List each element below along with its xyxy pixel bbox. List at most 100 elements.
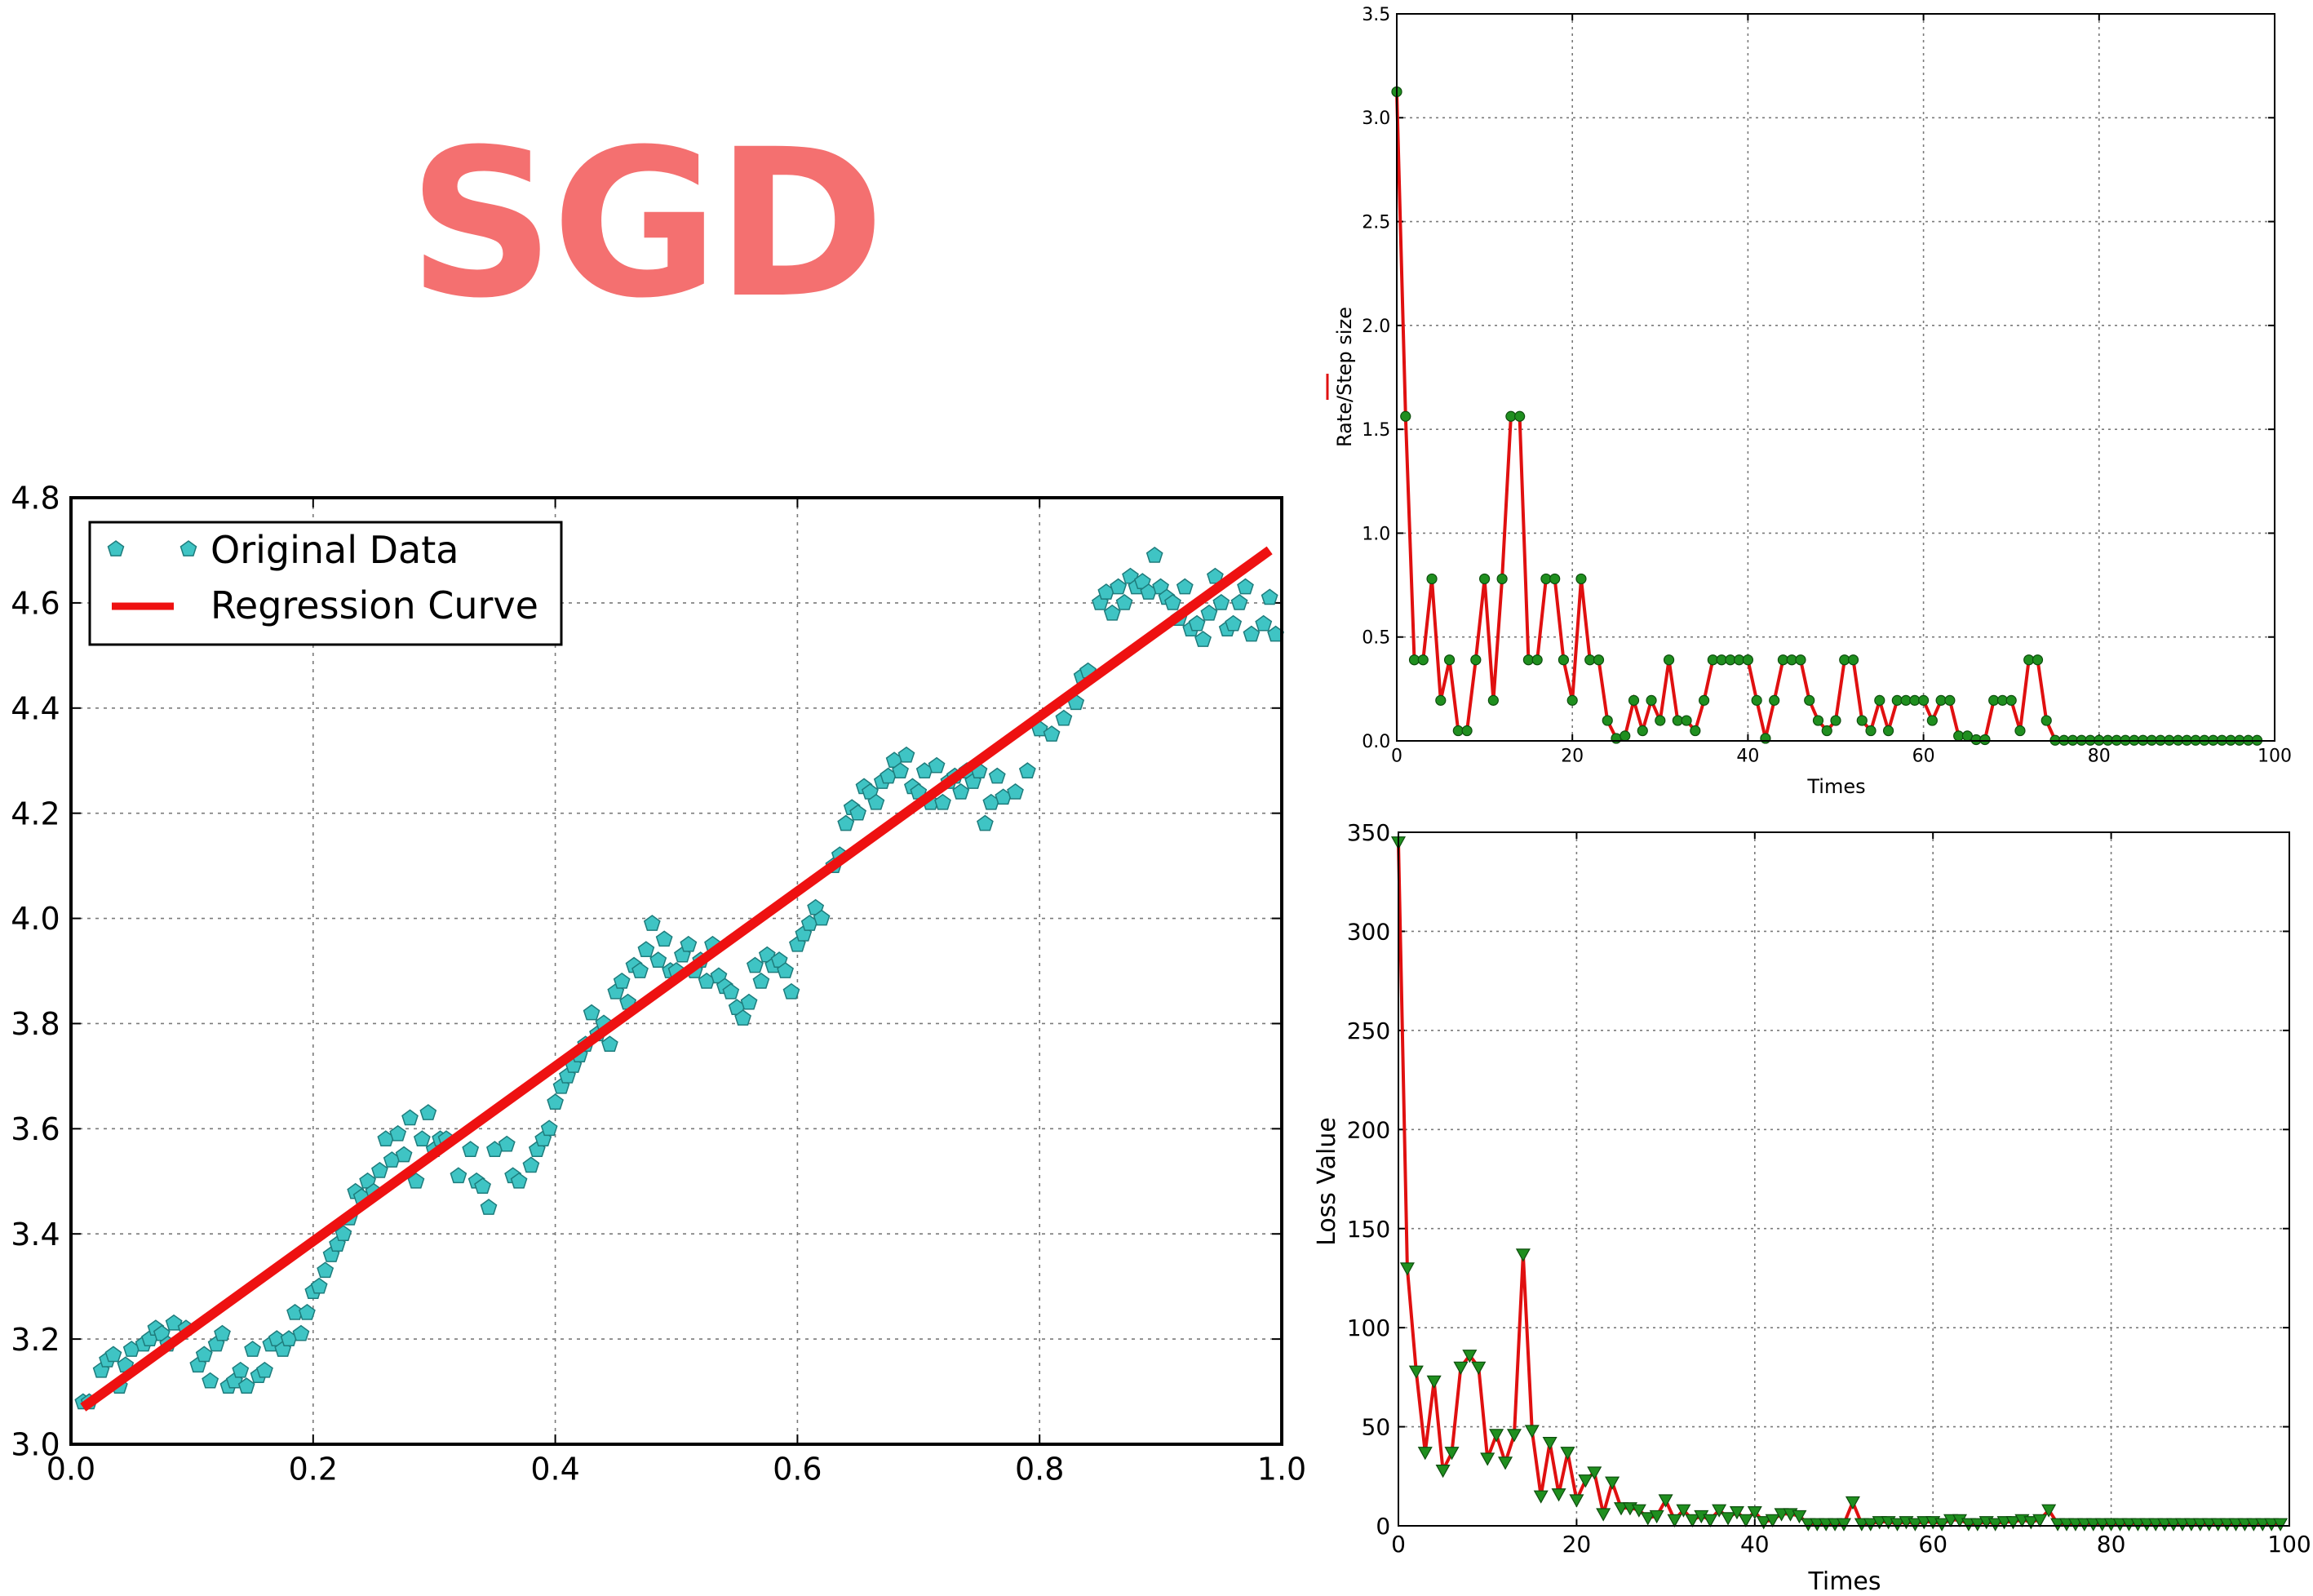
loss-point	[1774, 1508, 1789, 1522]
data-point	[256, 1361, 273, 1378]
loss-point	[1489, 1429, 1504, 1443]
x-tick-label: 0.0	[47, 1452, 95, 1487]
loss-point	[2148, 1518, 2164, 1532]
step-point	[1681, 715, 1692, 726]
step-x-axis-label: Times	[1806, 775, 1865, 798]
data-point	[637, 941, 655, 958]
step-point	[1628, 694, 1640, 706]
loss-point	[1560, 1447, 1575, 1461]
step-point	[1655, 715, 1666, 726]
step-point	[1847, 654, 1859, 666]
loss-point	[1667, 1514, 1682, 1527]
step-point	[1804, 694, 1815, 706]
data-point	[389, 1124, 407, 1142]
loss-point	[2005, 1516, 2021, 1530]
loss-point	[1836, 1518, 1852, 1532]
data-point	[1145, 546, 1163, 563]
data-point	[195, 1346, 213, 1363]
step-point	[2014, 725, 2026, 737]
step-point	[1496, 573, 1508, 585]
data-point	[813, 909, 831, 926]
y-tick-label: 1.0	[1362, 524, 1390, 544]
step-size-chart: 0 20 40 60 80 100 0.0 0.5 1.0 1.5 2.0 2.5 3.0 3.5 Tim…	[1326, 5, 2292, 798]
step-point	[1812, 715, 1824, 726]
y-tick-label: 3.5	[1362, 5, 1390, 25]
y-tick-label: 50	[1362, 1414, 1391, 1441]
y-tick-label: 0.0	[1362, 732, 1390, 752]
x-tick-label: 0	[1391, 1531, 1406, 1558]
loss-point	[1970, 1518, 1985, 1532]
step-point	[1874, 694, 1885, 706]
data-point	[317, 1261, 335, 1279]
x-tick-label: 40	[1736, 746, 1759, 766]
data-point	[837, 814, 855, 831]
loss-point	[2228, 1518, 2244, 1532]
loss-point	[1801, 1518, 1816, 1532]
loss-value-points	[1390, 836, 2289, 1532]
x-tick-label: 80	[2097, 1531, 2126, 1558]
data-point	[752, 972, 770, 989]
loss-point	[1551, 1488, 1566, 1502]
y-tick-label: 3.6	[11, 1111, 60, 1147]
loss-point	[1417, 1447, 1433, 1461]
y-tick-label: 3.0	[1362, 109, 1390, 129]
loss-point	[1810, 1518, 1825, 1532]
step-point	[1435, 694, 1447, 706]
legend-label-regression-curve: Regression Curve	[210, 583, 538, 627]
data-point	[413, 1130, 431, 1147]
data-point	[613, 972, 631, 989]
data-point	[104, 1346, 122, 1363]
step-point	[1918, 694, 1930, 706]
data-point	[777, 962, 794, 978]
loss-point	[1596, 1508, 1611, 1522]
data-point	[1261, 588, 1278, 605]
loss-point	[1426, 1375, 1442, 1389]
loss-point	[1480, 1452, 1495, 1466]
step-point	[1979, 734, 1991, 746]
y-tick-label: 3.4	[11, 1217, 60, 1252]
step-point	[1795, 654, 1806, 666]
data-point	[214, 1324, 231, 1341]
loss-point	[1498, 1456, 1513, 1470]
data-point	[310, 1277, 328, 1294]
loss-point	[2201, 1518, 2217, 1532]
loss-point	[1435, 1464, 1451, 1479]
loss-point	[1408, 1365, 1424, 1379]
step-point	[1742, 654, 1753, 666]
loss-point	[2264, 1518, 2280, 1532]
loss-value-line	[1397, 842, 2281, 1526]
loss-point	[1747, 1505, 1762, 1520]
loss-x-axis-label: Times	[1807, 1567, 1881, 1596]
data-point	[474, 1177, 491, 1195]
y-tick-label: 350	[1347, 819, 1390, 846]
y-tick-label: 300	[1347, 919, 1390, 946]
loss-point	[1872, 1516, 1887, 1530]
data-point	[335, 1225, 352, 1242]
legend-marker-point	[179, 540, 197, 556]
loss-point	[2183, 1518, 2199, 1532]
legend: Original Data Regression Curve	[88, 521, 563, 646]
step-point	[1566, 694, 1578, 706]
data-point	[395, 1146, 413, 1163]
loss-point	[1738, 1514, 1753, 1527]
loss-point	[2157, 1518, 2173, 1532]
data-point	[407, 1172, 425, 1189]
loss-point	[1578, 1474, 1593, 1488]
loss-point	[1854, 1518, 1869, 1532]
data-point	[1225, 614, 1243, 632]
y-tick-label: 3.0	[11, 1427, 60, 1463]
loss-point	[2237, 1518, 2253, 1532]
loss-point	[1649, 1510, 1664, 1524]
loss-point	[2076, 1518, 2092, 1532]
step-point	[1558, 654, 1570, 666]
loss-point	[1631, 1504, 1646, 1518]
loss-point	[1533, 1490, 1549, 1504]
loss-point	[1613, 1502, 1629, 1516]
loss-point	[1658, 1494, 1673, 1508]
data-point	[897, 746, 915, 763]
x-tick-label: 40	[1740, 1531, 1770, 1558]
y-tick-label: 250	[1347, 1017, 1390, 1044]
data-point	[1194, 631, 1212, 647]
